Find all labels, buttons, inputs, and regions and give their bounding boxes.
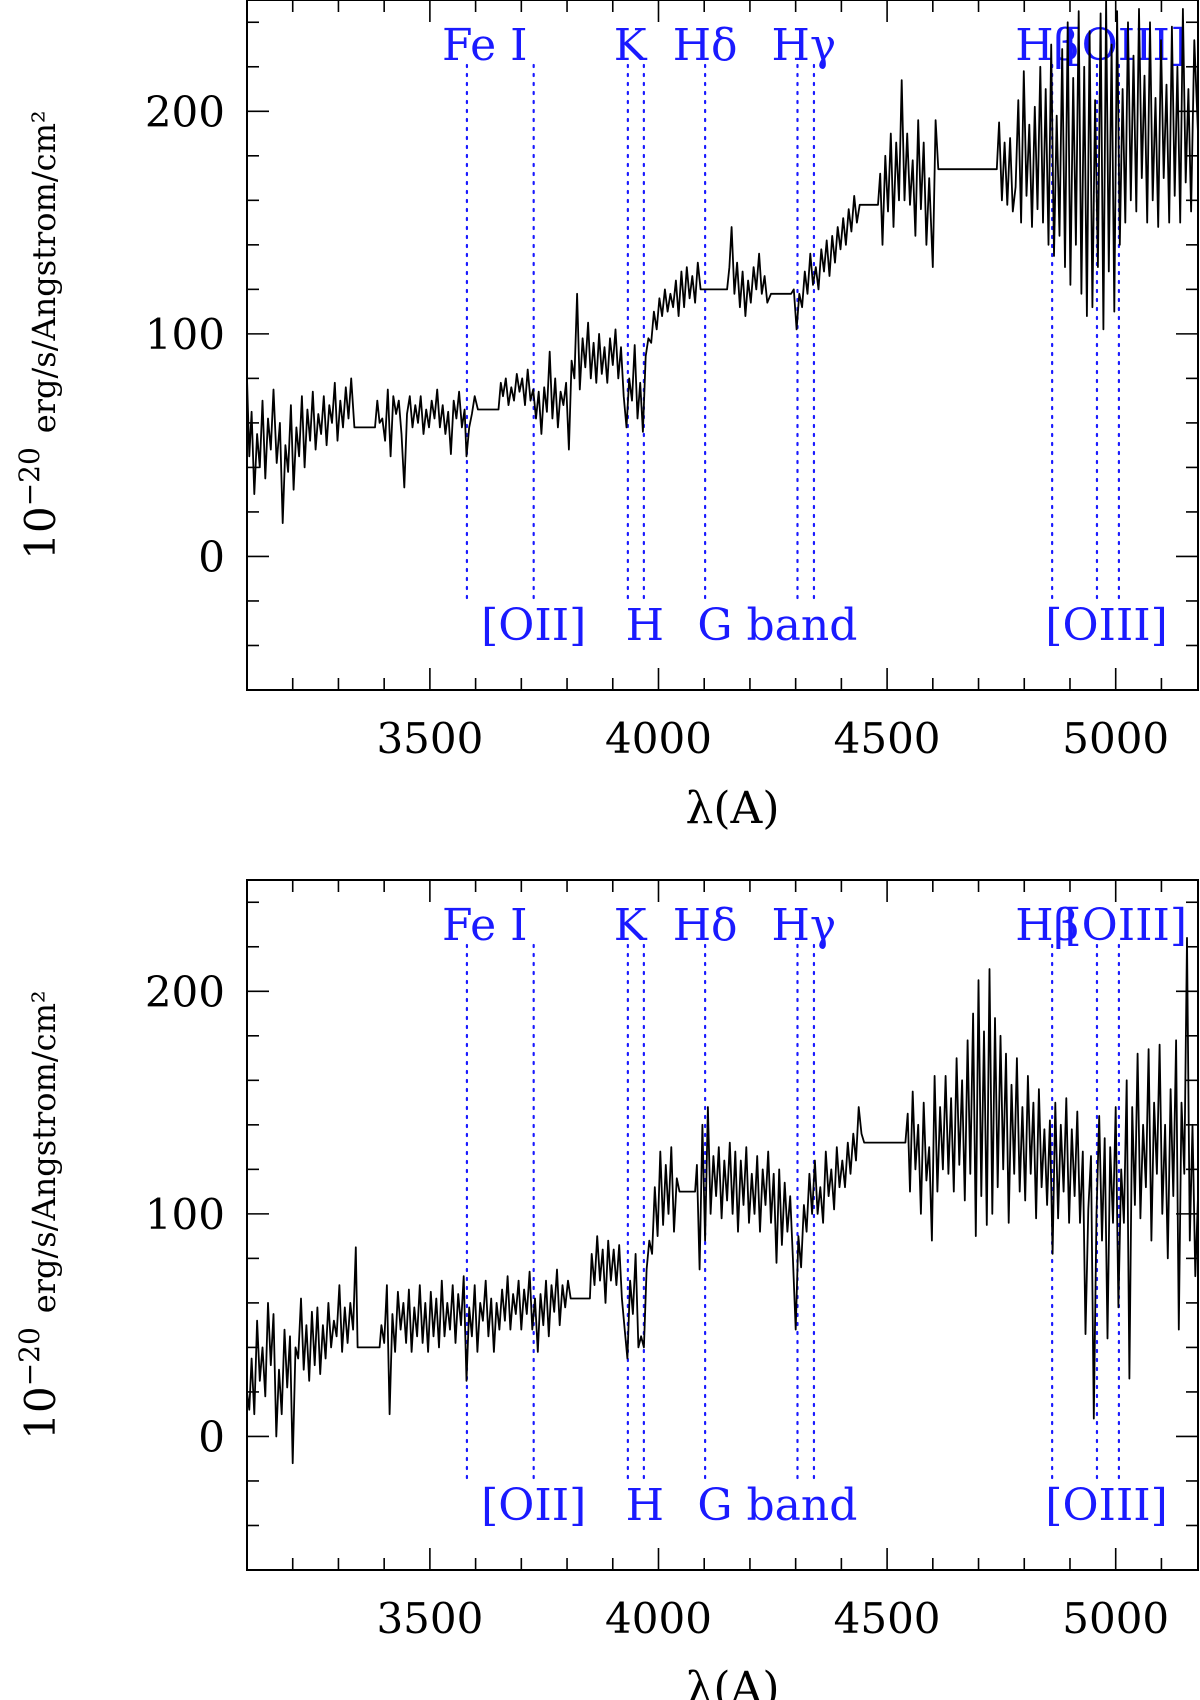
- plot-frame: [246, 879, 1199, 1571]
- top-line-label: [OIII]: [1064, 900, 1187, 951]
- plot-frame: [246, 0, 1199, 691]
- x-tick-label: 5000: [1062, 714, 1169, 763]
- x-tick-label: 4000: [605, 1594, 712, 1643]
- top-line-label: Hδ: [673, 900, 738, 951]
- y-axis-label: 10−20 erg/s/Angstrom/cm²: [13, 990, 65, 1440]
- top-line-label: Fe I: [442, 20, 528, 71]
- top-line-label: Hδ: [673, 20, 738, 71]
- spectrum-panel-2: 3500 4000 4500 5000 0 100 200 λ(A) 10−20 erg/s/An…: [13, 879, 1199, 1700]
- top-line-label: Hγ: [772, 900, 837, 951]
- y-axis-label: 10−20 erg/s/Angstrom/cm²: [13, 110, 65, 560]
- x-tick-label: 3500: [376, 714, 483, 763]
- x-tick-label: 4500: [834, 714, 941, 763]
- x-axis-label: λ(A): [686, 783, 780, 834]
- spectrum-line: [247, 937, 1198, 1465]
- y-axis-label-units: erg/s/Angstrom/cm²: [25, 110, 63, 433]
- y-tick-label: 200: [145, 967, 225, 1016]
- bottom-line-label: [OIII]: [1045, 1480, 1168, 1531]
- y-tick-label: 0: [198, 532, 225, 581]
- bottom-line-label: H: [626, 600, 664, 651]
- top-line-label: [OIII]: [1064, 20, 1187, 71]
- spectrum-panel-1: 3500 4000 4500 5000 0 100 200 λ(A) 10−20 erg/s/An…: [13, 0, 1199, 834]
- top-line-label: Hβ: [1015, 900, 1079, 951]
- y-tick-label: 200: [145, 87, 225, 136]
- top-line-label: K: [614, 20, 648, 71]
- top-line-label: Fe I: [442, 900, 528, 951]
- x-tick-label: 4500: [834, 1594, 941, 1643]
- top-line-label: K: [614, 900, 648, 951]
- y-axis-label-prefix: 10: [16, 506, 65, 559]
- y-axis-label-prefix: 10: [16, 1386, 65, 1439]
- x-tick-label: 3500: [376, 1594, 483, 1643]
- bottom-line-label: H: [626, 1480, 664, 1531]
- x-tick-label: 5000: [1062, 1594, 1169, 1643]
- bottom-line-label: G band: [697, 1480, 857, 1531]
- x-axis-label: λ(A): [686, 1663, 780, 1700]
- y-tick-label: 100: [145, 1190, 225, 1239]
- y-tick-label: 100: [145, 310, 225, 359]
- y-axis-label-exponent: −20: [13, 447, 46, 506]
- bottom-line-label: [OII]: [481, 1480, 586, 1531]
- bottom-line-label: [OIII]: [1045, 600, 1168, 651]
- top-line-label: Hγ: [772, 20, 837, 71]
- x-tick-label: 4000: [605, 714, 712, 763]
- spectrum-line: [247, 0, 1198, 524]
- bottom-line-label: G band: [697, 600, 857, 651]
- bottom-line-label: [OII]: [481, 600, 586, 651]
- y-axis-label-units: erg/s/Angstrom/cm²: [25, 990, 63, 1313]
- y-tick-label: 0: [198, 1412, 225, 1461]
- y-axis-label-exponent: −20: [13, 1327, 46, 1386]
